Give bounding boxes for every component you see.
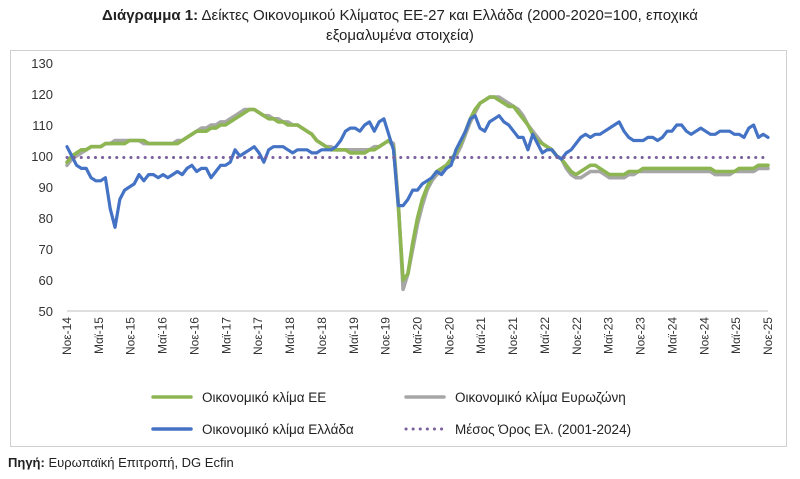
chart-title-label: Διάγραμμα 1: [102, 7, 199, 24]
x-tick-label: Μαϊ-16 [156, 317, 170, 354]
x-tick-label: Μαϊ-19 [347, 317, 361, 354]
x-tick-label: Νοε-23 [634, 317, 648, 355]
y-tick-label: 70 [39, 242, 53, 257]
x-tick-label: Μαϊ-25 [729, 317, 743, 354]
x-tick-label: Μαϊ-18 [283, 317, 297, 354]
legend-label-greece: Οικονομικό κλίμα Ελλάδα [202, 422, 354, 437]
x-tick-label: Νοε-22 [570, 317, 584, 355]
x-tick-label: Μαϊ-15 [92, 317, 106, 354]
y-tick-label: 100 [31, 149, 53, 164]
x-tick-label: Νοε-20 [442, 317, 456, 355]
x-tick-label: Νοε-16 [187, 317, 201, 355]
x-tick-label: Νοε-24 [697, 317, 711, 355]
y-tick-label: 60 [39, 273, 53, 288]
y-tick-label: 80 [39, 211, 53, 226]
y-tick-label: 90 [39, 180, 53, 195]
y-tick-label: 120 [31, 87, 53, 102]
legend-label-euro: Οικονομικό κλίμα Ευρωζώνη [455, 390, 626, 405]
x-tick-label: Μαϊ-22 [538, 317, 552, 354]
y-axis: 50 60 70 80 90 100 110 120 130 [31, 56, 53, 319]
chart-title-text-line2: εξομαλυμένα στοιχεία) [326, 27, 474, 44]
source-label: Πηγή: [8, 455, 45, 470]
source-text: Ευρωπαϊκή Επιτροπή, DG Ecfin [48, 455, 234, 470]
x-tick-label: Μαϊ-23 [602, 317, 616, 354]
y-tick-label: 110 [32, 118, 53, 133]
source-note: Πηγή: Ευρωπαϊκή Επιτροπή, DG Ecfin [8, 455, 234, 470]
legend-label-avg: Μέσος Όρος Ελ. (2001-2024) [455, 422, 631, 437]
series-group [65, 95, 770, 292]
y-tick-label: 130 [31, 56, 53, 71]
legend: Οικονομικό κλίμα ΕΕ Οικονομικό κλίμα Ευρω… [151, 390, 631, 437]
x-tick-label: Μαϊ-17 [219, 317, 233, 354]
x-axis: Νοε-14 Μαϊ-15 Νοε-15 Μαϊ-16 Νοε-16 Μαϊ-17 Νοε-… [60, 310, 775, 355]
chart-title: Διάγραμμα 1: Δείκτες Οικονομικού Κλίματο… [0, 6, 800, 46]
x-tick-label: Νοε-19 [379, 317, 393, 355]
legend-label-eu: Οικονομικό κλίμα ΕΕ [202, 390, 326, 405]
chart-title-text: Δείκτες Οικονομικού Κλίματος ΕΕ-27 και Ε… [201, 7, 698, 24]
x-tick-label: Μαϊ-24 [665, 317, 679, 354]
x-tick-label: Νοε-15 [124, 317, 138, 355]
y-tick-label: 50 [39, 304, 53, 319]
x-tick-label: Μαϊ-21 [474, 317, 488, 354]
x-tick-label: Μαϊ-20 [411, 317, 425, 354]
series-line-greece [65, 114, 770, 229]
series-line-euro [65, 95, 770, 292]
x-tick-label: Νοε-21 [506, 317, 520, 355]
x-tick-label: Νοε-25 [761, 317, 775, 355]
chart-frame: 50 60 70 80 90 100 110 120 130 Νοε-14 Μαϊ-15 Νοε-1… [10, 50, 787, 447]
series-line-eu [65, 95, 770, 282]
x-tick-label: Νοε-17 [251, 317, 265, 355]
x-tick-label: Νοε-18 [315, 317, 329, 355]
x-tick-label: Νοε-14 [60, 317, 74, 355]
